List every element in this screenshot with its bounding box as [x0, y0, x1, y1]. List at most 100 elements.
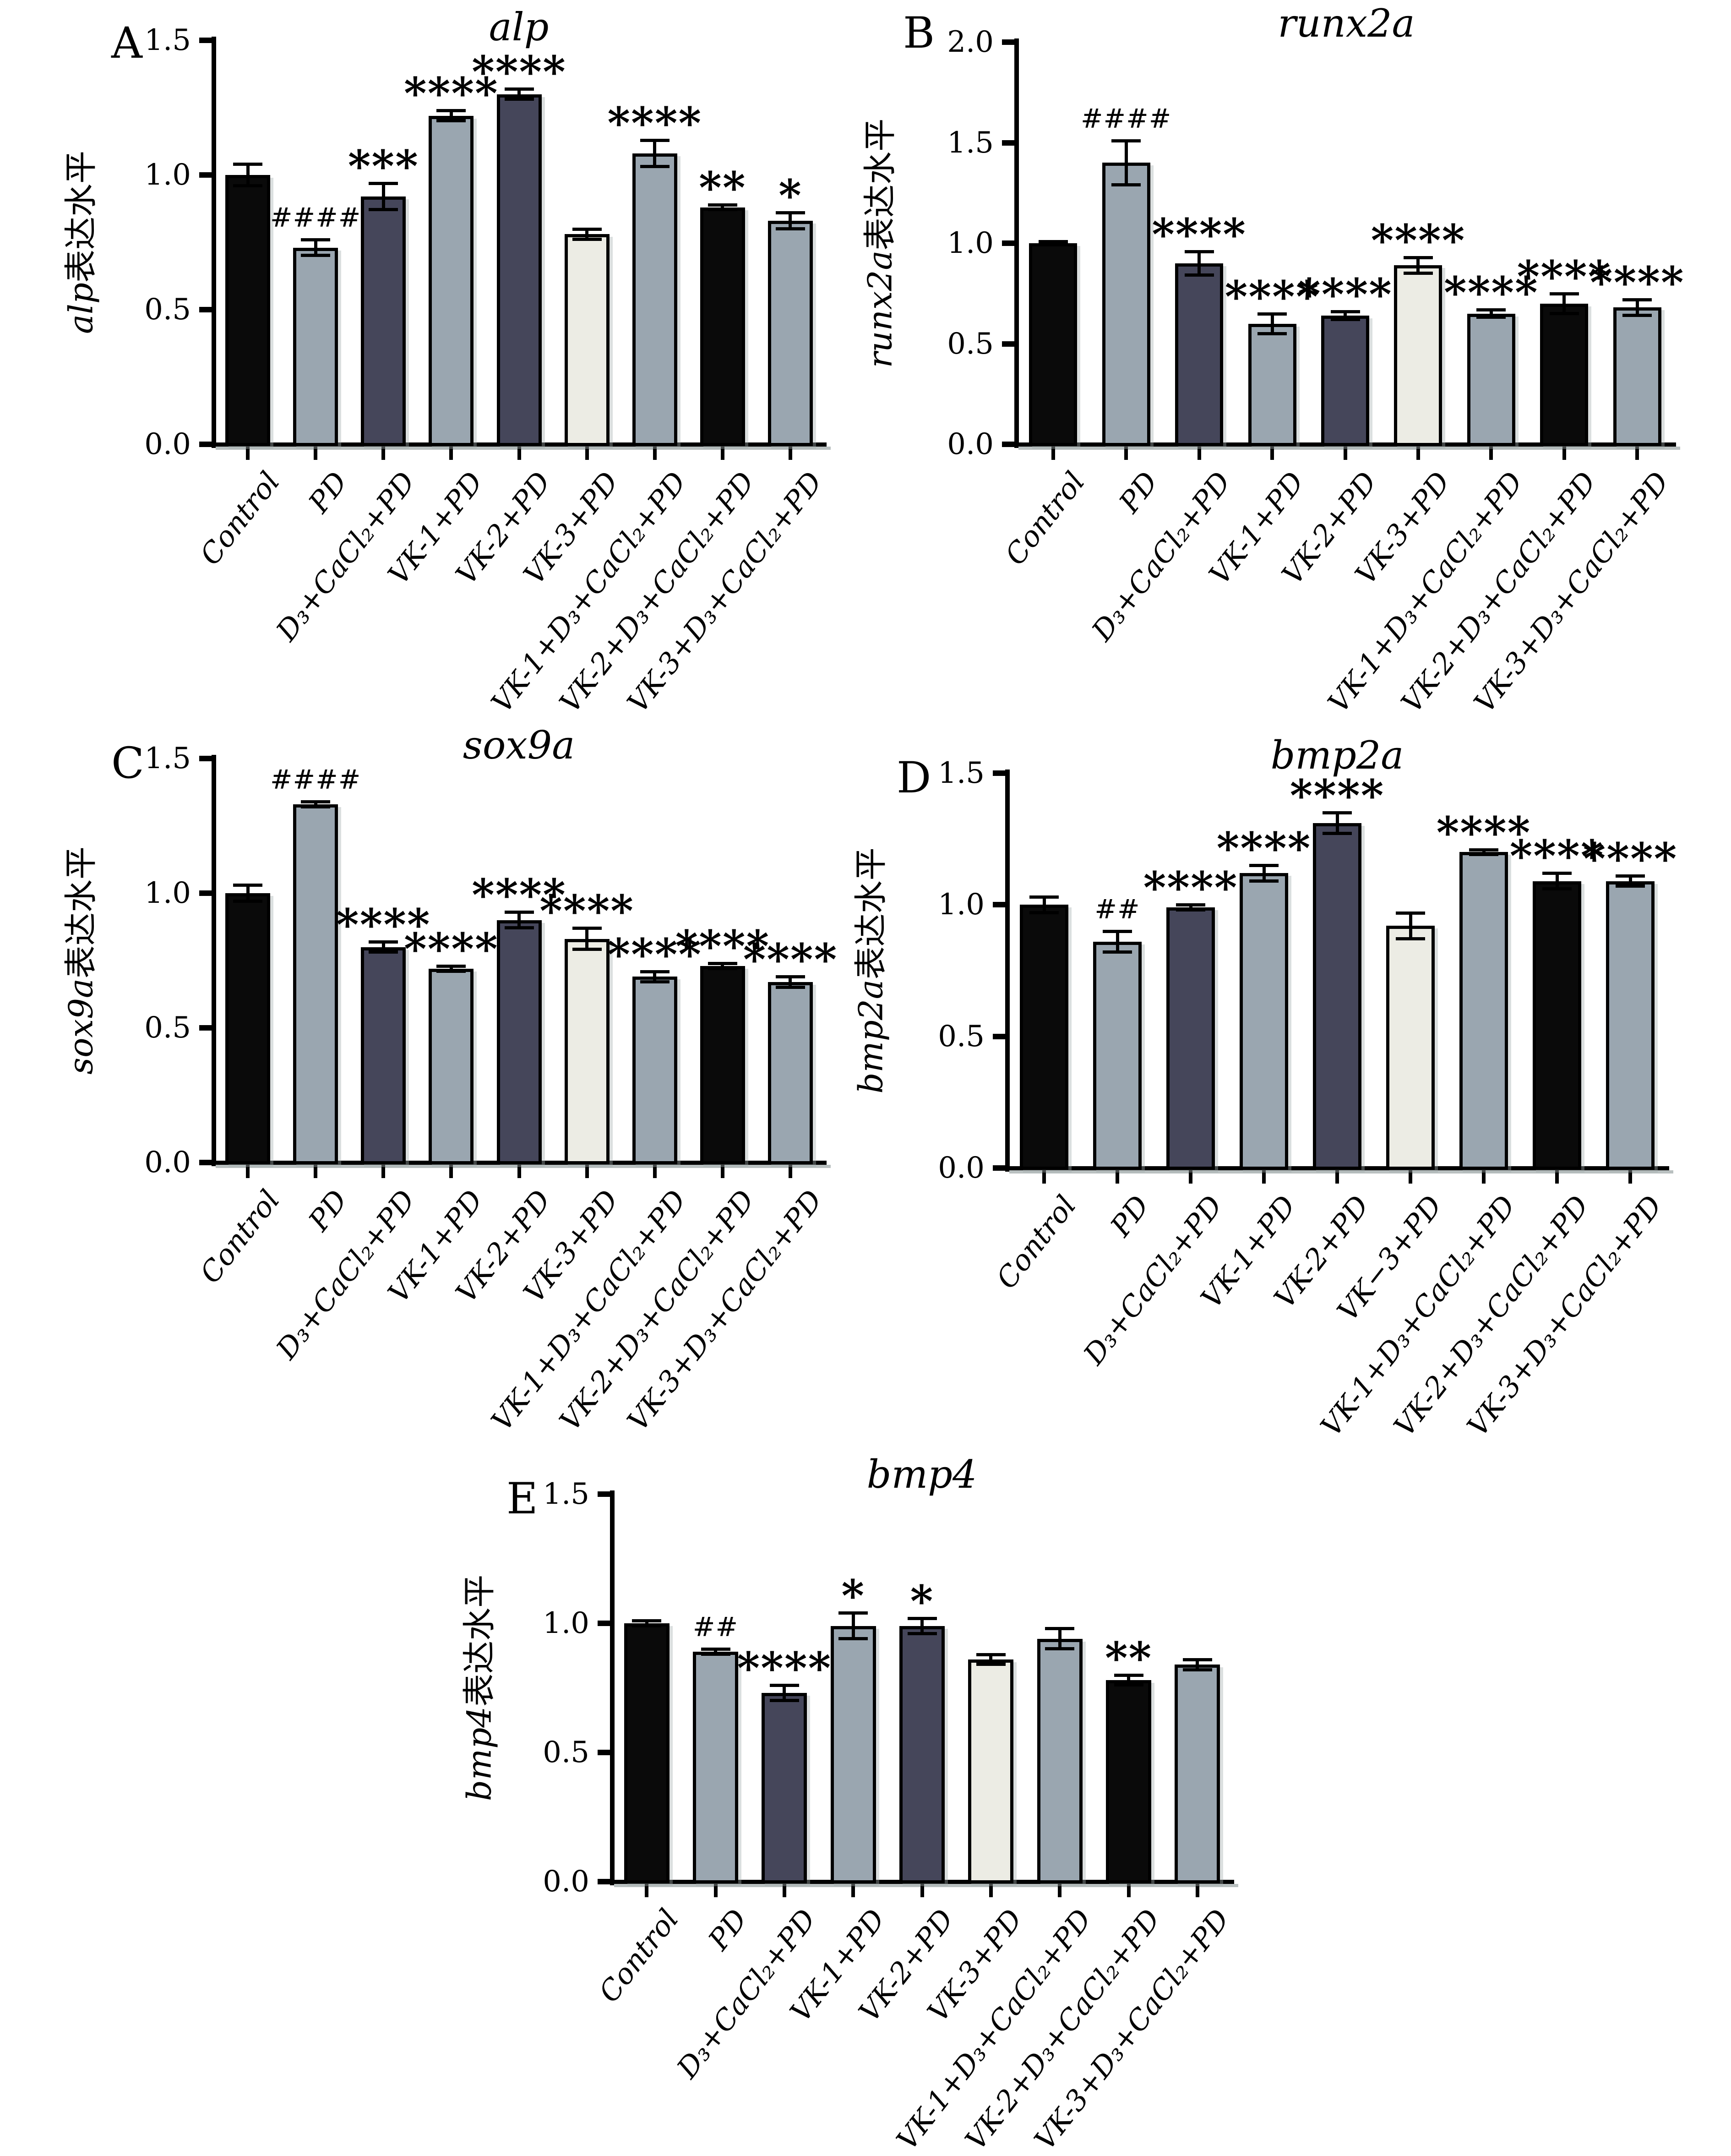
significance-annotation: **** — [1290, 770, 1385, 822]
x-tick — [449, 1164, 453, 1178]
significance-annotation: ** — [699, 162, 746, 213]
error-bar-line — [1058, 1628, 1061, 1649]
significance-annotation: #### — [1080, 103, 1172, 135]
error-bar-cap-top — [1176, 903, 1205, 907]
significance-annotation: **** — [1225, 271, 1320, 322]
y-tick-label: 1.0 — [938, 888, 985, 922]
x-tick — [1270, 446, 1274, 460]
panel-d-plot-area: 0.0 0.5 1.0 1.5 Control ## PD **** D₃+CaCl₂+PD **… — [938, 756, 1677, 1442]
error-bar-line — [517, 88, 521, 100]
bar-VK-3+D₃+CaCl₂+PD — [1606, 881, 1655, 1170]
error-bar-cap-bottom — [632, 1624, 662, 1627]
error-bar-line — [989, 1654, 993, 1665]
y-tick-label: 0.5 — [543, 1736, 589, 1769]
panel-b: B runx2a runx2a表达水平 0.0 0.5 1.0 1.5 2.0 Contr… — [861, 1, 1684, 719]
y-tick-label: 0.0 — [543, 1865, 589, 1899]
x-tick — [585, 446, 589, 460]
chart-title-sox9a: sox9a — [463, 723, 575, 768]
error-bar-cap-bottom — [572, 238, 602, 241]
y-tick — [993, 770, 1006, 776]
error-bar-cap-top — [640, 970, 670, 973]
y-tick — [1002, 39, 1015, 45]
panel-letter-a: A — [111, 18, 142, 68]
bar-VK-2+PD — [497, 94, 542, 446]
error-bar-line — [645, 1621, 648, 1626]
significance-annotation: **** — [607, 929, 702, 980]
error-bar-cap-top — [838, 1611, 868, 1615]
x-tick — [1562, 446, 1566, 460]
bar-VK-3+D₃+CaCl₂+PD — [768, 982, 813, 1164]
y-tick — [199, 307, 212, 312]
y-tick — [199, 38, 212, 43]
error-bar-cap-bottom — [1103, 950, 1132, 954]
y-tick — [598, 1491, 610, 1497]
error-bar-cap-top — [1103, 929, 1132, 933]
bar-VK-2+D₃+CaCl₂+PD — [1533, 881, 1581, 1170]
y-tick — [1002, 140, 1015, 146]
x-tick — [1416, 446, 1420, 460]
x-tick — [517, 1164, 521, 1178]
significance-annotation: #### — [270, 764, 361, 796]
chart-title-alp: alp — [489, 5, 549, 49]
y-tick-label: 1.0 — [144, 158, 191, 192]
x-tick — [782, 1883, 786, 1897]
y-tick-label: 0.5 — [938, 1019, 985, 1053]
error-bar-line — [585, 229, 589, 240]
error-bar-line — [449, 966, 453, 972]
error-bar-cap-bottom — [1622, 314, 1652, 317]
error-bar-cap-bottom — [436, 119, 466, 123]
error-bar-cap-top — [1249, 864, 1279, 868]
error-bar-cap-top — [1542, 872, 1572, 875]
x-tick — [1058, 1883, 1062, 1897]
significance-annotation: **** — [1444, 267, 1539, 318]
error-bar-line — [1198, 251, 1201, 276]
significance-annotation: **** — [404, 923, 499, 975]
y-axis-line — [212, 37, 216, 448]
error-bar-cap-top — [775, 211, 805, 215]
error-bar-cap-top — [369, 181, 398, 185]
y-axis-line — [610, 1490, 615, 1885]
x-tick — [851, 1883, 855, 1897]
significance-annotation: * — [910, 1576, 934, 1627]
x-tick — [1051, 446, 1055, 460]
bar-VK-2+PD — [497, 920, 542, 1164]
error-bar-line — [449, 110, 453, 121]
error-bar-line — [246, 164, 250, 186]
error-bar-cap-top — [907, 1616, 937, 1620]
bar-VK-3+PD — [565, 939, 610, 1164]
x-tick — [449, 446, 453, 460]
bar-VK-1+PD — [429, 969, 474, 1164]
significance-annotation: ** — [1105, 1632, 1153, 1684]
error-bar-cap-bottom — [233, 184, 263, 187]
x-tick — [788, 446, 792, 460]
y-axis-line — [1005, 770, 1010, 1172]
error-bar-cap-top — [775, 975, 805, 979]
error-bar-cap-top — [301, 238, 331, 242]
error-bar-cap-bottom — [701, 1652, 730, 1656]
bar-VK-3+D₃+CaCl₂+PD — [768, 221, 813, 446]
x-category-label: PD — [702, 1903, 754, 1956]
y-tick-label: 0.5 — [144, 1011, 191, 1045]
error-bar-cap-bottom — [1184, 273, 1214, 277]
error-bar-cap-top — [436, 109, 466, 112]
chart-title-bmp2a: bmp2a — [1270, 733, 1404, 778]
error-bar-cap-bottom — [301, 805, 331, 808]
bar-VK-3+PD — [1394, 265, 1442, 446]
y-tick — [199, 442, 212, 447]
bar-PD — [1093, 942, 1142, 1170]
error-bar-cap-top — [640, 138, 670, 142]
y-tick — [993, 902, 1006, 908]
y-tick-label: 1.5 — [144, 23, 191, 57]
error-bar-cap-bottom — [1476, 316, 1506, 319]
y-tick-label: 1.5 — [144, 742, 191, 775]
x-tick — [1489, 446, 1493, 460]
error-bar-cap-top — [632, 1619, 662, 1623]
error-bar-line — [1116, 931, 1119, 952]
error-bar-line — [1635, 299, 1639, 316]
error-bar-cap-top — [436, 964, 466, 968]
bar-VK-2+D₃+CaCl₂+PD — [1540, 304, 1588, 446]
y-tick — [199, 756, 212, 761]
panel-a: A alp alp表达水平 0.0 0.5 1.0 1.5 Control #### PD *… — [62, 5, 831, 719]
significance-annotation: *** — [348, 141, 419, 192]
error-bar-cap-bottom — [1469, 853, 1498, 857]
